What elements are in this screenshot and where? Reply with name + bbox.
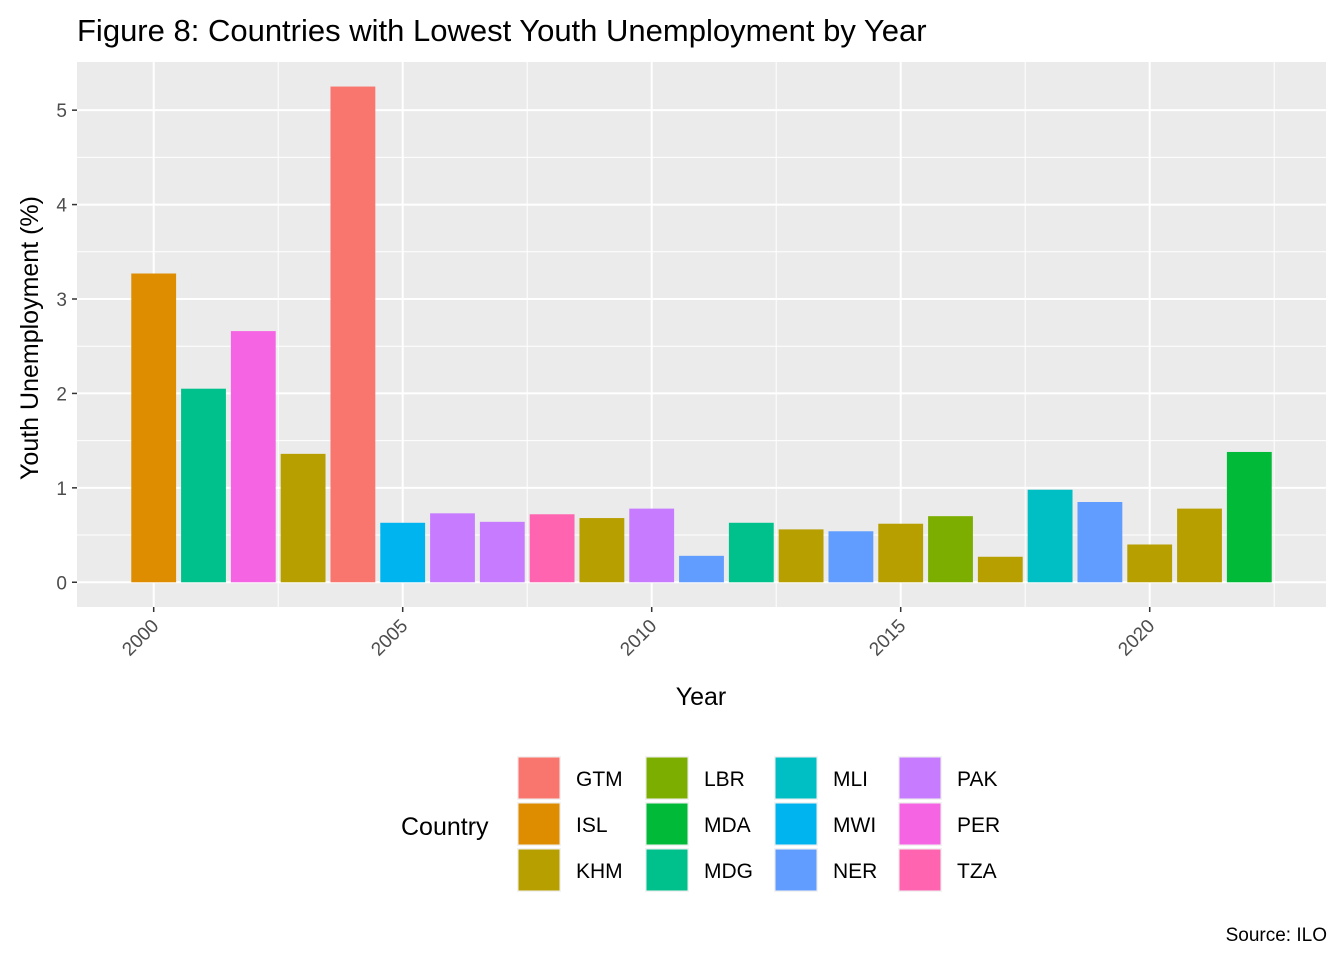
bar-2021-khm: 2021 KHM: 0.78 <box>1177 508 1222 583</box>
bar-2018-mli: 2018 MLI: 0.98 <box>1027 489 1073 583</box>
bar-2012-mdg: 2012 MDG: 0.63 <box>728 522 774 583</box>
bar-2016-lbr: 2016 LBR: 0.7 <box>928 516 973 583</box>
legend-label-per: PER <box>957 814 1000 837</box>
legend-key-mwi <box>775 803 817 845</box>
y-axis-title: Youth Unemployment (%) <box>16 196 44 480</box>
bar-2010-pak: 2010 PAK: 0.78 <box>629 508 675 583</box>
bar-2000-isl: 2000 ISL: 3.27 <box>131 273 177 583</box>
bar-2009-khm: 2009 KHM: 0.68 <box>579 518 625 583</box>
x-axis: 2000 2005 2010 2015 2020 <box>118 607 1159 660</box>
bar-2015-khm: 2015 KHM: 0.62 <box>878 523 924 583</box>
legend-key-gtm <box>518 757 560 799</box>
bar-2011-ner: 2011 NER: 0.28 <box>679 555 724 583</box>
legend-key-khm <box>518 849 560 891</box>
legend-key-per <box>899 803 941 845</box>
legend-label-ner: NER <box>833 860 877 883</box>
bar-2019-ner: 2019 NER: 0.85 <box>1077 502 1123 583</box>
legend-items: GTM ISL KHM LBR MDA MDG MLI MWI NER PAK PER TZA <box>517 756 1000 892</box>
y-axis: 0 1 2 3 4 5 <box>56 101 77 594</box>
y-tick-label: 2 <box>56 384 67 405</box>
legend-key-lbr <box>646 757 688 799</box>
legend: Country GTM ISL KHM LBR MDA MDG MLI MWI NER PAK PE… <box>401 756 1000 892</box>
legend-key-mdg <box>646 849 688 891</box>
chart-title: Figure 8: Countries with Lowest Youth Un… <box>77 13 927 48</box>
legend-title: Country <box>401 813 489 841</box>
x-tick-label: 2005 <box>367 616 412 661</box>
legend-key-mli <box>775 757 817 799</box>
legend-label-mda: MDA <box>704 814 751 837</box>
legend-label-pak: PAK <box>957 768 997 791</box>
y-tick-label: 0 <box>56 573 67 594</box>
bar-2001-mdg: 2001 MDG: 2.05 <box>181 388 226 583</box>
bars: 2000 ISL: 3.272001 MDG: 2.052002 PER: 2.… <box>131 86 1272 583</box>
x-tick-label: 2015 <box>865 616 910 661</box>
y-tick-label: 1 <box>56 479 67 500</box>
legend-label-mli: MLI <box>833 768 868 791</box>
bar-2013-khm: 2013 KHM: 0.56 <box>778 529 824 583</box>
bar-2005-mwi: 2005 MWI: 0.63 <box>380 522 426 583</box>
bar-2017-khm: 2017 KHM: 0.27 <box>977 556 1023 583</box>
x-tick-label: 2020 <box>1114 616 1159 661</box>
legend-key-mda <box>646 803 688 845</box>
bar-2002-per: 2002 PER: 2.66 <box>230 331 276 583</box>
legend-label-isl: ISL <box>576 814 608 837</box>
legend-key-tza <box>899 849 941 891</box>
bar-2003-khm: 2003 KHM: 1.36 <box>280 453 326 583</box>
bar-2008-tza: 2008 TZA: 0.72 <box>529 514 575 583</box>
bar-2020-khm: 2020 KHM: 0.4 <box>1127 544 1173 583</box>
legend-key-pak <box>899 757 941 799</box>
caption: Source: ILO <box>1226 925 1327 946</box>
legend-label-gtm: GTM <box>576 768 623 791</box>
legend-label-lbr: LBR <box>704 768 745 791</box>
bar-2004-gtm: 2004 GTM: 5.25 <box>330 86 376 583</box>
bar-2022-mda: 2022 MDA: 1.38 <box>1226 451 1272 583</box>
y-tick-label: 3 <box>56 290 67 311</box>
x-tick-label: 2000 <box>118 616 163 661</box>
y-tick-label: 4 <box>56 196 67 217</box>
y-tick-label: 5 <box>56 101 67 122</box>
legend-label-mdg: MDG <box>704 860 753 883</box>
legend-key-isl <box>518 803 560 845</box>
bar-2014-ner: 2014 NER: 0.54 <box>828 531 874 583</box>
bar-2007-pak: 2007 PAK: 0.64 <box>479 521 525 583</box>
x-tick-label: 2010 <box>616 616 661 661</box>
legend-key-ner <box>775 849 817 891</box>
bar-2006-pak: 2006 PAK: 0.73 <box>430 513 475 583</box>
legend-label-tza: TZA <box>957 860 997 883</box>
legend-label-khm: KHM <box>576 860 623 883</box>
x-axis-title: Year <box>676 683 727 711</box>
legend-label-mwi: MWI <box>833 814 876 837</box>
